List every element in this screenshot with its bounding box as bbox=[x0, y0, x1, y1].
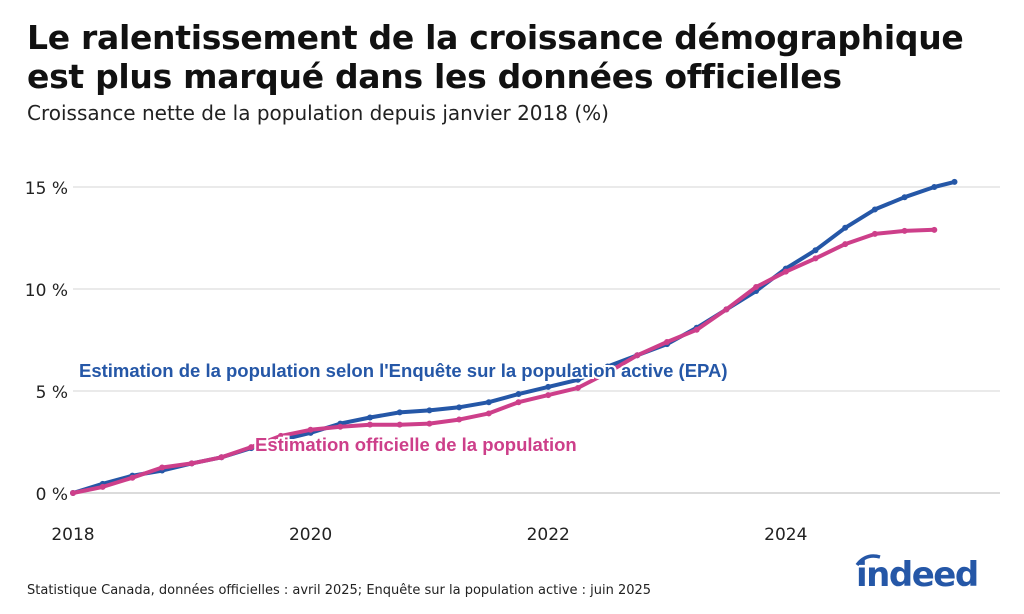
data-point bbox=[426, 407, 433, 414]
data-point bbox=[277, 432, 284, 439]
data-point bbox=[159, 464, 166, 471]
chart-title: Le ralentissement de la croissance démog… bbox=[27, 18, 964, 96]
data-point bbox=[931, 226, 938, 233]
data-point bbox=[396, 421, 403, 428]
data-point bbox=[99, 483, 106, 490]
data-point bbox=[634, 352, 641, 359]
data-point bbox=[248, 444, 255, 451]
data-point bbox=[307, 426, 314, 433]
data-point bbox=[812, 247, 819, 254]
data-point bbox=[515, 399, 522, 406]
data-point bbox=[426, 420, 433, 427]
logo-arc-icon bbox=[855, 554, 881, 567]
data-point bbox=[129, 474, 136, 481]
data-point bbox=[574, 376, 581, 383]
data-point bbox=[188, 460, 195, 467]
data-point bbox=[485, 399, 492, 406]
x-tick-label: 2022 bbox=[527, 525, 570, 545]
series-line-official bbox=[72, 227, 935, 495]
y-tick-label: 10 % bbox=[25, 281, 68, 301]
y-tick-label: 5 % bbox=[36, 383, 68, 403]
data-point bbox=[574, 384, 581, 391]
data-point bbox=[842, 241, 849, 248]
data-point bbox=[456, 404, 463, 411]
data-point bbox=[753, 283, 760, 290]
x-tick-label: 2018 bbox=[51, 525, 94, 545]
source-note: Statistique Canada, données officielles … bbox=[27, 583, 652, 598]
x-tick-label: 2020 bbox=[289, 525, 332, 545]
data-point bbox=[218, 454, 225, 461]
series-label: Estimation de la population selon l'Enqu… bbox=[79, 360, 728, 381]
data-point bbox=[456, 416, 463, 423]
data-point bbox=[604, 369, 611, 376]
indeed-logo: indeed bbox=[855, 554, 979, 595]
data-point bbox=[931, 184, 938, 190]
data-point bbox=[901, 227, 908, 234]
data-point bbox=[871, 206, 878, 213]
chart-subtitle: Croissance nette de la population depuis… bbox=[27, 101, 609, 125]
y-tick-label: 15 % bbox=[25, 179, 68, 199]
data-point bbox=[515, 391, 522, 398]
data-point bbox=[664, 339, 670, 346]
data-point bbox=[337, 423, 344, 430]
data-point bbox=[812, 255, 819, 262]
y-tick-label: 0 % bbox=[36, 485, 68, 505]
data-point bbox=[70, 490, 76, 496]
data-point bbox=[545, 392, 552, 399]
data-point bbox=[485, 410, 492, 417]
data-point bbox=[367, 421, 373, 428]
data-point bbox=[871, 230, 878, 237]
series-label: Estimation officielle de la population bbox=[255, 434, 577, 455]
data-point bbox=[545, 383, 552, 390]
data-point bbox=[951, 178, 958, 185]
data-point bbox=[693, 326, 700, 333]
data-point bbox=[396, 409, 403, 416]
data-point bbox=[901, 194, 908, 201]
data-point bbox=[723, 306, 730, 313]
data-point bbox=[842, 224, 849, 231]
data-point bbox=[782, 268, 789, 275]
data-point bbox=[604, 363, 611, 370]
data-point bbox=[367, 414, 373, 421]
x-tick-label: 2024 bbox=[764, 525, 807, 545]
